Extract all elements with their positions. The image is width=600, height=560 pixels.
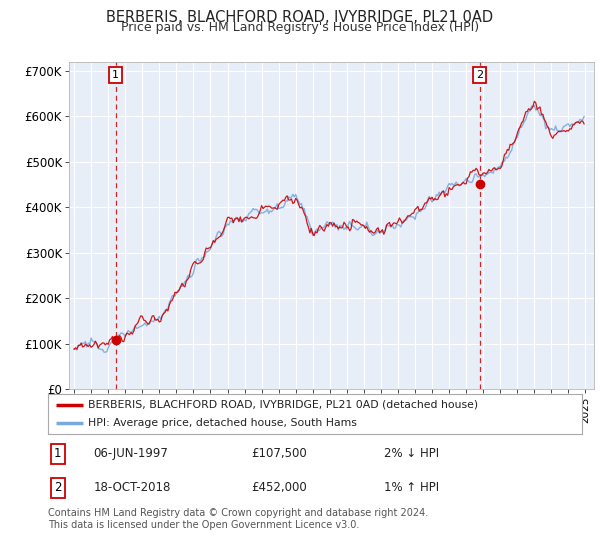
- Text: BERBERIS, BLACHFORD ROAD, IVYBRIDGE, PL21 0AD (detached house): BERBERIS, BLACHFORD ROAD, IVYBRIDGE, PL2…: [88, 400, 478, 409]
- Text: HPI: Average price, detached house, South Hams: HPI: Average price, detached house, Sout…: [88, 418, 357, 428]
- Text: 2: 2: [476, 70, 483, 80]
- Text: £107,500: £107,500: [251, 447, 307, 460]
- Text: 1: 1: [54, 447, 61, 460]
- Text: 2% ↓ HPI: 2% ↓ HPI: [385, 447, 440, 460]
- Text: 2: 2: [54, 482, 61, 494]
- Text: 1% ↑ HPI: 1% ↑ HPI: [385, 482, 440, 494]
- Text: BERBERIS, BLACHFORD ROAD, IVYBRIDGE, PL21 0AD: BERBERIS, BLACHFORD ROAD, IVYBRIDGE, PL2…: [106, 10, 494, 25]
- Text: 1: 1: [112, 70, 119, 80]
- Text: £452,000: £452,000: [251, 482, 307, 494]
- Text: 06-JUN-1997: 06-JUN-1997: [94, 447, 168, 460]
- Text: Contains HM Land Registry data © Crown copyright and database right 2024.
This d: Contains HM Land Registry data © Crown c…: [48, 508, 428, 530]
- Text: 18-OCT-2018: 18-OCT-2018: [94, 482, 171, 494]
- Text: Price paid vs. HM Land Registry's House Price Index (HPI): Price paid vs. HM Land Registry's House …: [121, 21, 479, 34]
